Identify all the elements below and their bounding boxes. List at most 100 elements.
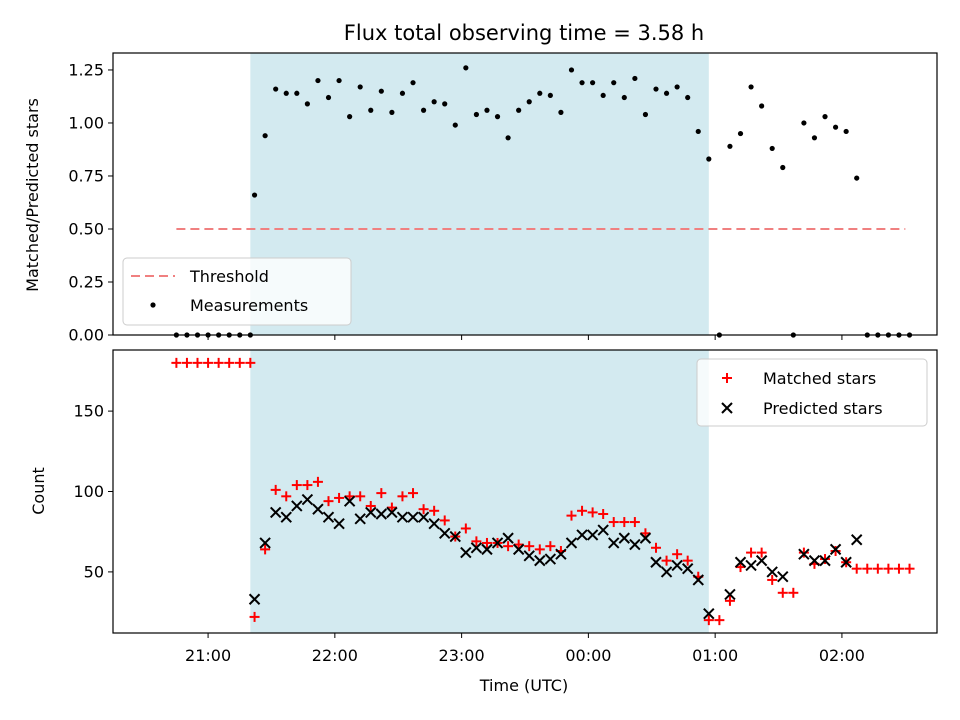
measurement-point xyxy=(526,99,532,105)
predicted-star-point xyxy=(840,556,852,568)
matched-star-point xyxy=(577,505,588,516)
predicted-star-point xyxy=(660,566,673,578)
measurement-point xyxy=(780,164,786,171)
matched-star-point xyxy=(481,537,492,548)
predicted-star-point xyxy=(851,534,863,546)
matched-star-point xyxy=(181,357,192,368)
matched-star-point xyxy=(714,615,725,626)
matched-star-point xyxy=(376,488,387,499)
predicted-stars-series xyxy=(248,493,863,620)
predicted-star-point xyxy=(829,543,842,556)
measurement-point xyxy=(473,111,480,118)
predicted-star-point xyxy=(280,511,292,523)
matched-star-point xyxy=(260,544,271,555)
x-tick-label: 01:00 xyxy=(692,646,738,665)
matched-star-point xyxy=(291,480,302,491)
matched-star-point xyxy=(397,491,408,502)
predicted-star-point xyxy=(766,566,778,578)
measurement-point xyxy=(600,92,606,99)
measurement-point xyxy=(410,80,416,86)
measurement-point xyxy=(251,192,258,198)
matched-star-point xyxy=(408,488,419,499)
measurements-legend-swatch xyxy=(150,302,156,308)
measurement-point xyxy=(431,99,437,105)
predicted-star-point xyxy=(333,517,345,530)
matched-stars-legend-label: Matched stars xyxy=(763,369,876,388)
predicted-star-point xyxy=(291,500,303,512)
matched-star-point xyxy=(545,541,556,552)
predicted-star-point xyxy=(819,554,831,567)
measurement-point xyxy=(632,75,638,82)
x-tick-label: 21:00 xyxy=(185,646,231,665)
matched-star-point xyxy=(171,357,182,368)
measurements-legend-label: Measurements xyxy=(190,296,308,315)
x-tick-label: 22:00 xyxy=(312,646,358,665)
bottom-y-tick-label: 150 xyxy=(73,402,104,421)
predicted-star-point xyxy=(755,554,768,567)
matched-star-point xyxy=(334,492,345,503)
predicted-star-point xyxy=(639,532,652,544)
measurement-point xyxy=(695,128,701,135)
measurement-points xyxy=(173,65,913,338)
matched-star-point xyxy=(883,563,894,574)
bottom-observing-window xyxy=(250,350,709,633)
matched-star-point xyxy=(608,517,619,528)
measurement-point xyxy=(336,77,342,84)
measurement-point xyxy=(590,80,596,86)
matched-star-point xyxy=(703,615,714,626)
measurement-point xyxy=(325,94,332,101)
bottom-y-tick-label: 50 xyxy=(84,562,104,581)
matched-star-point xyxy=(245,357,256,368)
measurement-point xyxy=(505,135,511,141)
matched-star-point xyxy=(746,547,757,558)
matched-star-point xyxy=(640,528,651,539)
measurement-point xyxy=(558,109,564,115)
matched-star-point xyxy=(788,587,799,598)
measurement-point xyxy=(547,92,553,99)
predicted-star-point xyxy=(428,517,440,530)
bottom-legend-box xyxy=(696,358,928,427)
predicted-star-point xyxy=(301,493,314,506)
matched-star-point xyxy=(203,357,214,368)
matched-star-point xyxy=(862,563,873,574)
measurement-point xyxy=(262,133,268,139)
predicted-star-point xyxy=(460,546,472,559)
matched-star-point xyxy=(429,505,440,516)
matched-star-point xyxy=(904,563,915,574)
measurement-point xyxy=(611,80,617,86)
matched-star-point xyxy=(249,611,260,622)
measurement-point xyxy=(579,80,585,86)
predicted-star-point xyxy=(671,559,683,572)
matched-star-point xyxy=(756,547,767,558)
predicted-star-point xyxy=(502,532,514,544)
predicted-star-point xyxy=(650,556,662,568)
measurement-point xyxy=(484,107,490,113)
predicted-star-point xyxy=(248,593,261,605)
matched-star-point xyxy=(281,491,292,502)
measurement-point xyxy=(452,122,458,128)
matched-star-point xyxy=(192,357,203,368)
predicted-stars-legend-swatch xyxy=(721,402,733,414)
measurement-point xyxy=(769,145,775,152)
chart-title: Flux total observing time = 3.58 h xyxy=(344,21,704,45)
measurement-point xyxy=(516,107,522,113)
matched-star-point xyxy=(213,357,224,368)
measurement-point xyxy=(357,84,363,90)
matched-star-point xyxy=(598,509,609,520)
measurement-point xyxy=(568,67,575,73)
matched-star-point xyxy=(851,563,862,574)
x-tick-label: 02:00 xyxy=(819,646,865,665)
x-axis-label: Time (UTC) xyxy=(479,676,568,695)
matched-star-point xyxy=(355,491,366,502)
predicted-star-point xyxy=(491,537,504,549)
measurement-point xyxy=(801,120,807,126)
matched-star-point xyxy=(619,517,630,528)
matched-star-point xyxy=(735,562,746,573)
matched-star-point xyxy=(893,563,904,574)
measurement-point xyxy=(822,114,828,120)
matched-star-point xyxy=(439,515,450,526)
matched-stars-series xyxy=(171,357,915,626)
measurement-point xyxy=(389,109,395,115)
matched-star-point xyxy=(302,480,313,491)
